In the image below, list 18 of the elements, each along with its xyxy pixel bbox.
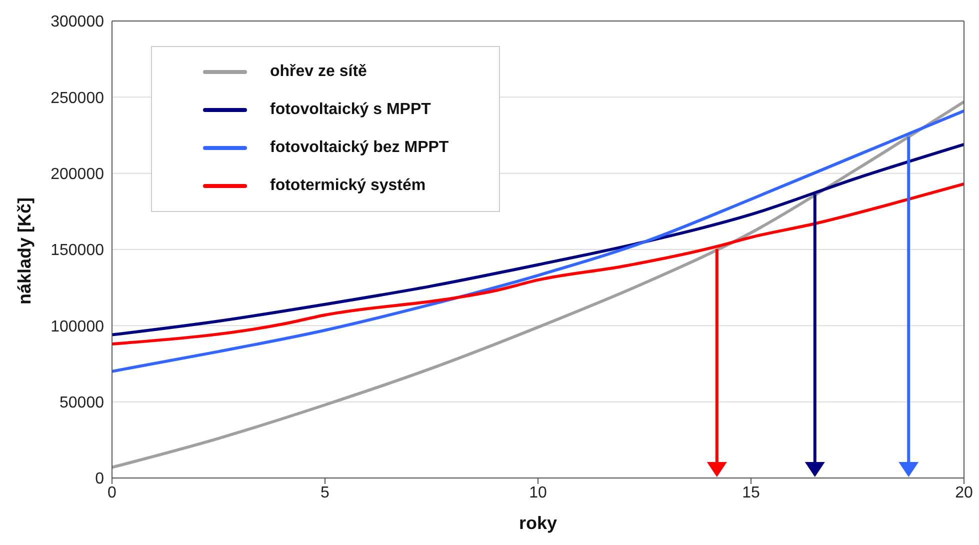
x-tick-label: 20 [955, 484, 973, 502]
legend-label: fotovoltaický bez MPPT [270, 139, 449, 157]
legend-label: fotovoltaický s MPPT [270, 101, 431, 119]
y-tick-label: 250000 [50, 90, 104, 107]
y-tick-label: 0 [95, 470, 104, 488]
legend-label: ohřev ze sítě [270, 63, 367, 81]
y-tick-label: 50000 [60, 394, 104, 412]
x-tick-label: 10 [529, 484, 547, 502]
x-tick-label: 0 [108, 484, 117, 502]
y-axis-title: náklady [Kč] [14, 197, 34, 304]
y-tick-label: 100000 [50, 318, 104, 336]
legend-label: fototermický systém [270, 177, 426, 195]
x-tick-label: 15 [742, 484, 760, 502]
y-tick-label: 300000 [50, 14, 104, 31]
y-tick-label: 150000 [50, 242, 104, 260]
x-tick-label: 5 [320, 484, 330, 502]
y-tick-label: 200000 [50, 166, 104, 184]
x-axis-title: roky [518, 512, 558, 533]
